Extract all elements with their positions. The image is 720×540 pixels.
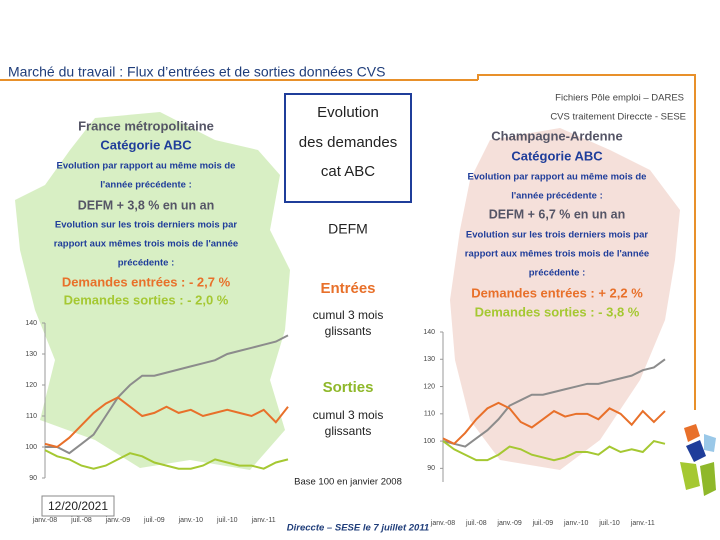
entrees-label: Entrées [320,280,375,297]
right-panel: Champagne-Ardenne Catégorie ABC Evolutio… [465,128,649,319]
sorties-change: Demandes sorties : - 2,0 % [64,292,229,307]
series-line [442,439,666,462]
intro: l'année précédente : [511,191,602,202]
note: glissants [325,324,372,338]
y-tick-label: 110 [424,411,435,418]
y-tick-label: 140 [25,320,37,327]
left-panel: France métropolitaine Catégorie ABC Evol… [54,118,238,307]
x-tick-label: juil.-08 [465,520,487,527]
champagne-map [450,128,680,470]
note: glissants [325,424,372,438]
y-tick-label: 140 [423,329,435,336]
series-line [44,396,289,449]
box-text: cat ABC [321,163,375,180]
note: cumul 3 mois [313,408,384,422]
intro: rapport aux mêmes trois mois de l'année [54,239,238,250]
entrees-change: Demandes entrées : + 2,2 % [471,285,643,300]
base-note: Base 100 en janvier 2008 [294,477,402,488]
x-tick-label: janv.-09 [496,520,521,527]
y-tick-label: 90 [29,475,37,482]
box-text: Evolution [317,104,379,121]
x-tick-label: janv.-11 [251,517,276,524]
defm-change: DEFM + 6,7 % en un an [489,207,626,221]
x-tick-label: janv.-08 [32,517,57,524]
y-tick-label: 130 [25,351,37,358]
intro: Evolution sur les trois derniers mois pa… [466,230,648,241]
intro: Evolution par rapport au même mois de [468,172,647,183]
intro: Evolution par rapport au même mois de [57,161,236,172]
series-line [44,449,289,470]
x-tick-label: janv.-09 [105,517,130,524]
x-tick-label: juil.-09 [143,517,165,524]
series-line [442,401,666,446]
france-map [15,112,290,470]
x-tick-label: janv.-10 [178,517,203,524]
y-tick-label: 130 [423,356,435,363]
category: Catégorie ABC [100,137,192,152]
sorties-label: Sorties [323,379,374,396]
intro: Evolution sur les trois derniers mois pa… [55,220,237,231]
x-tick-label: juil.-08 [70,517,92,524]
slide-title: Marché du travail : Flux d’entrées et de… [8,64,385,80]
x-tick-label: juil.-09 [532,520,554,527]
box-text: des demandes [299,134,397,151]
region: France métropolitaine [78,118,214,133]
frame-bracket [477,74,696,410]
x-tick-label: janv.-10 [563,520,588,527]
series-line [45,334,289,455]
x-tick-label: juil.-10 [598,520,620,527]
defm-change: DEFM + 3,8 % en un an [78,198,215,212]
region-icon [680,424,716,496]
y-tick-label: 90 [427,465,435,472]
y-tick-label: 100 [423,438,435,445]
x-tick-label: janv.-08 [430,520,455,527]
source: CVS traitement Direccte - SESE [550,112,686,123]
date: 12/20/2021 [48,499,108,513]
note: cumul 3 mois [313,308,384,322]
y-tick-label: 110 [26,413,37,420]
x-tick-label: janv.-11 [630,520,655,527]
y-tick-label: 120 [423,383,435,390]
source: Fichiers Pôle emploi – DARES [555,93,684,104]
intro: précédente : [529,268,586,279]
center-box [284,93,412,203]
entrees-change: Demandes entrées : - 2,7 % [62,274,231,289]
y-tick-label: 120 [25,382,37,389]
credit: Direccte – SESE le 7 juillet 2011 [287,523,429,534]
intro: l'année précédente : [100,180,191,191]
x-tick-label: juil.-10 [216,517,238,524]
date-box [41,495,115,517]
defm-label: DEFM [328,221,368,237]
y-tick-label: 100 [25,444,37,451]
sorties-change: Demandes sorties : - 3,8 % [475,304,640,319]
intro: rapport aux mêmes trois mois de l'année [465,249,649,260]
category: Catégorie ABC [511,148,603,163]
series-line [442,358,666,448]
region: Champagne-Ardenne [491,128,622,143]
intro: précédente : [118,258,175,269]
